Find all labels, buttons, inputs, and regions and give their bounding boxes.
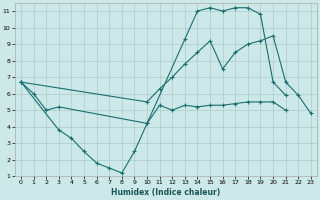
X-axis label: Humidex (Indice chaleur): Humidex (Indice chaleur) [111,188,220,197]
